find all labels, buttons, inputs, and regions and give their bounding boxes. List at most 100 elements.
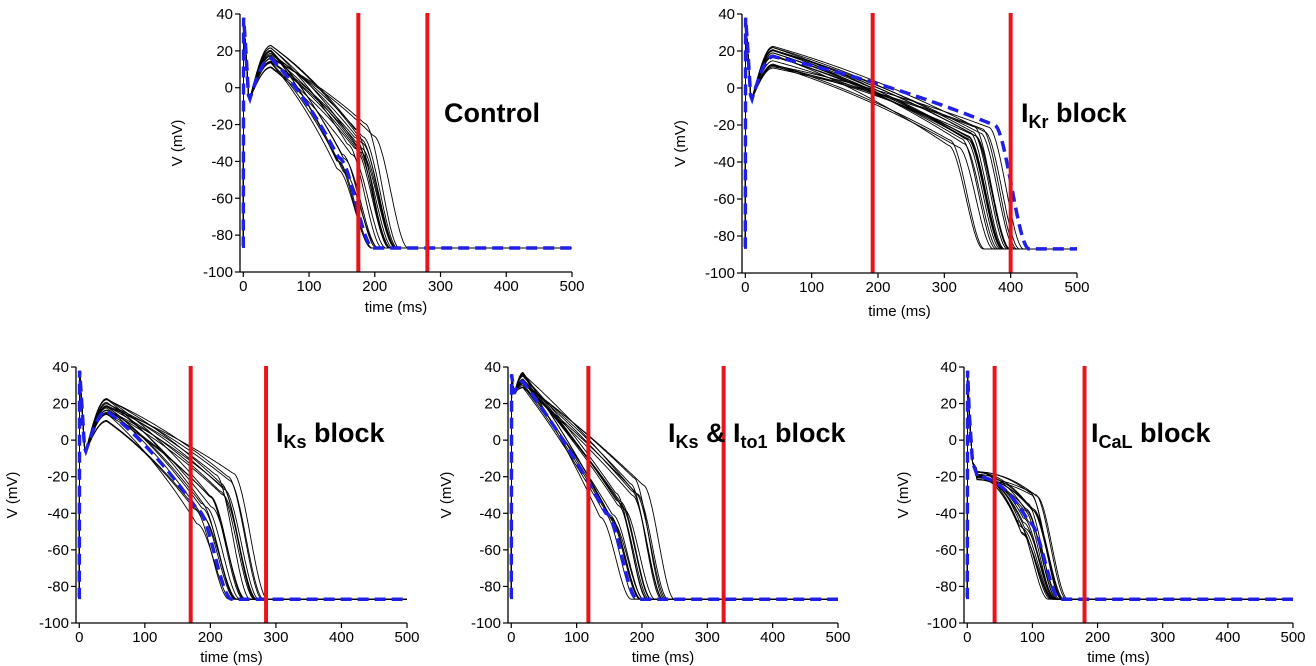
population-trace bbox=[78, 370, 407, 600]
x-tick-label: 200 bbox=[1085, 629, 1110, 646]
x-axis-label: time (ms) bbox=[200, 649, 263, 666]
x-tick-label: 500 bbox=[825, 629, 850, 646]
panel-title: Control bbox=[444, 98, 540, 128]
population-trace bbox=[242, 17, 572, 249]
population-trace bbox=[242, 17, 572, 249]
population-trace bbox=[242, 17, 572, 249]
population-trace bbox=[242, 17, 572, 249]
population-trace bbox=[510, 374, 838, 600]
x-axis-label: time (ms) bbox=[365, 299, 428, 316]
population-trace bbox=[966, 370, 1293, 600]
y-tick-label: -100 bbox=[39, 615, 69, 632]
x-axis-label: time (ms) bbox=[868, 303, 931, 320]
x-tick-label: 200 bbox=[198, 629, 223, 646]
population-trace bbox=[242, 17, 572, 249]
y-tick-label: -20 bbox=[479, 469, 501, 486]
population-trace bbox=[242, 17, 572, 249]
x-tick-label: 300 bbox=[428, 278, 453, 295]
population-trace bbox=[744, 17, 1077, 250]
x-tick-label: 300 bbox=[263, 629, 288, 646]
y-tick-label: -80 bbox=[47, 578, 69, 595]
y-tick-label: 20 bbox=[216, 43, 233, 60]
y-tick-label: -20 bbox=[47, 469, 69, 486]
population-trace bbox=[744, 17, 1077, 250]
population-trace bbox=[242, 17, 572, 249]
population-trace bbox=[510, 372, 838, 600]
panel-title: IKr block bbox=[1021, 98, 1128, 132]
x-tick-label: 400 bbox=[998, 279, 1023, 296]
y-tick-label: -80 bbox=[935, 578, 957, 595]
y-tick-label: 0 bbox=[225, 80, 233, 97]
y-tick-label: -40 bbox=[211, 153, 233, 170]
model-trace bbox=[77, 370, 407, 601]
population-trace bbox=[510, 374, 838, 600]
y-axis-label: V (mV) bbox=[895, 472, 912, 519]
panel-title: IKs & Ito1 block bbox=[668, 418, 847, 452]
model-trace bbox=[743, 17, 1077, 251]
y-axis-label: V (mV) bbox=[4, 472, 21, 519]
y-tick-label: -40 bbox=[479, 505, 501, 522]
y-tick-label: 0 bbox=[949, 432, 957, 449]
y-tick-label: -40 bbox=[713, 154, 735, 171]
population-trace bbox=[242, 17, 572, 249]
population-trace bbox=[242, 17, 572, 249]
population-trace bbox=[242, 17, 572, 249]
y-tick-label: 40 bbox=[52, 359, 69, 376]
y-tick-label: -40 bbox=[935, 505, 957, 522]
y-tick-label: -80 bbox=[479, 578, 501, 595]
population-trace bbox=[744, 17, 1077, 250]
population-trace bbox=[242, 17, 572, 249]
population-trace bbox=[510, 373, 838, 600]
population-trace bbox=[78, 370, 407, 600]
y-tick-label: -100 bbox=[927, 615, 957, 632]
population-trace bbox=[242, 17, 572, 249]
population-trace bbox=[242, 17, 572, 249]
y-tick-label: -20 bbox=[211, 117, 233, 134]
x-tick-label: 100 bbox=[799, 279, 824, 296]
y-tick-label: -20 bbox=[713, 117, 735, 134]
x-tick-label: 300 bbox=[1150, 629, 1175, 646]
y-tick-label: -60 bbox=[713, 191, 735, 208]
x-tick-label: 400 bbox=[329, 629, 354, 646]
y-tick-label: 0 bbox=[61, 432, 69, 449]
panel-title: ICaL block bbox=[1091, 418, 1212, 452]
population-trace bbox=[242, 17, 572, 249]
population-trace bbox=[78, 370, 407, 600]
population-trace bbox=[744, 17, 1077, 250]
y-tick-label: 20 bbox=[940, 396, 957, 413]
x-tick-label: 500 bbox=[394, 629, 419, 646]
y-tick-label: 40 bbox=[940, 359, 957, 376]
y-tick-label: -100 bbox=[705, 265, 735, 282]
population-trace bbox=[78, 370, 407, 600]
x-tick-label: 0 bbox=[75, 629, 83, 646]
y-tick-label: -60 bbox=[479, 542, 501, 559]
y-tick-label: 0 bbox=[727, 80, 735, 97]
y-tick-label: -60 bbox=[47, 542, 69, 559]
model-trace bbox=[241, 17, 572, 250]
x-tick-label: 0 bbox=[741, 279, 749, 296]
population-trace bbox=[242, 17, 572, 249]
population-trace bbox=[966, 370, 1293, 600]
x-tick-label: 0 bbox=[239, 278, 247, 295]
x-tick-label: 500 bbox=[1064, 279, 1089, 296]
population-trace bbox=[242, 17, 572, 249]
population-trace bbox=[242, 17, 572, 249]
y-tick-label: -60 bbox=[211, 190, 233, 207]
population-trace bbox=[78, 370, 407, 600]
x-tick-label: 500 bbox=[559, 278, 584, 295]
x-tick-label: 200 bbox=[629, 629, 654, 646]
y-tick-label: 0 bbox=[493, 432, 501, 449]
x-tick-label: 100 bbox=[297, 278, 322, 295]
x-tick-label: 400 bbox=[760, 629, 785, 646]
y-tick-label: 20 bbox=[718, 43, 735, 60]
y-tick-label: -20 bbox=[935, 469, 957, 486]
y-tick-label: -100 bbox=[471, 615, 501, 632]
population-trace bbox=[242, 17, 572, 249]
population-trace bbox=[242, 17, 572, 249]
x-tick-label: 100 bbox=[1020, 629, 1045, 646]
